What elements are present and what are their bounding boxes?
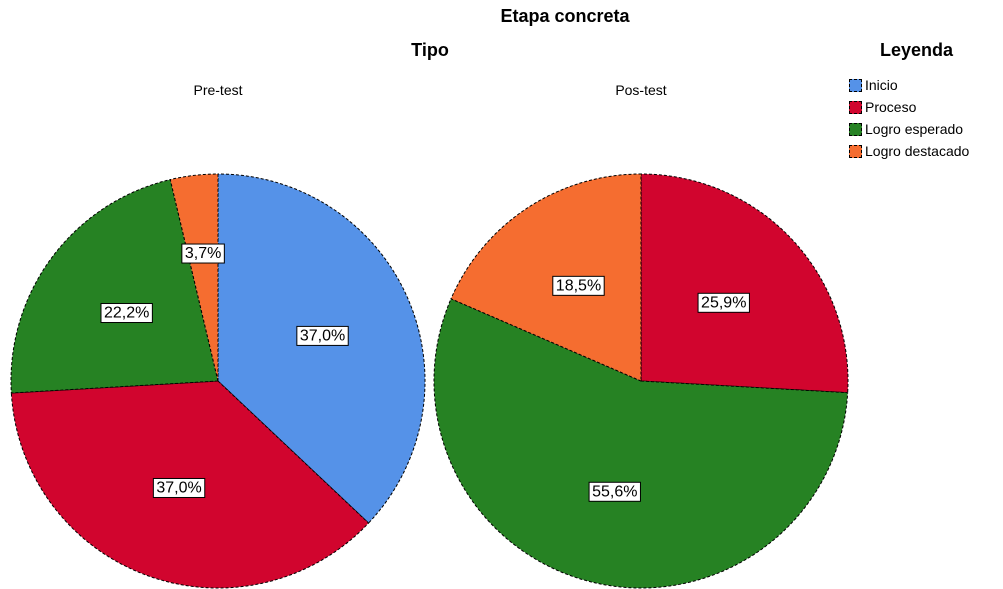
slice-label-pre-test-logro-esperado: 22,2% <box>100 303 153 324</box>
slice-label-text-pre-test-inicio: 37,0% <box>300 327 345 344</box>
pie-slice-pos-test-logro-esperado <box>433 298 849 589</box>
pie-slice-pre-test-inicio <box>217 173 426 524</box>
slice-label-pre-test-logro-destacado: 3,7% <box>181 243 225 264</box>
legend-swatch-inicio <box>849 78 862 92</box>
legend-item-inicio: Inicio <box>849 74 969 96</box>
legend-label-inicio: Inicio <box>865 77 898 93</box>
slice-label-box-pre-test-proceso <box>152 477 206 498</box>
slice-label-text-pos-test-logro-destacado: 18,5% <box>556 277 601 294</box>
pie-slice-pos-test-proceso <box>640 173 849 394</box>
legend-item-proceso: Proceso <box>849 96 969 118</box>
slice-label-pos-test-logro-destacado: 18,5% <box>552 275 605 296</box>
slice-label-pre-test-proceso: 37,0% <box>152 477 206 498</box>
legend-item-logro-destacado: Logro destacado <box>849 140 969 162</box>
legend-item-logro-esperado: Logro esperado <box>849 118 969 140</box>
pie-slice-pos-test-logro-destacado <box>450 173 642 382</box>
slice-label-pos-test-logro-esperado: 55,6% <box>588 481 641 502</box>
slice-label-box-pos-test-logro-esperado <box>588 481 641 502</box>
legend-label-logro-esperado: Logro esperado <box>865 121 964 137</box>
slice-label-text-pre-test-proceso: 37,0% <box>156 479 201 496</box>
pie-slice-pre-test-logro-destacado <box>169 173 219 382</box>
slice-label-pre-test-inicio: 37,0% <box>296 325 349 346</box>
slice-label-box-pre-test-logro-destacado <box>181 243 225 264</box>
slice-label-text-pre-test-logro-esperado: 22,2% <box>104 305 149 322</box>
legend-swatch-logro-destacado <box>849 144 862 158</box>
chart-title: Etapa concreta <box>500 6 630 26</box>
slice-label-box-pre-test-logro-esperado <box>100 303 153 324</box>
slice-label-text-pos-test-proceso: 25,9% <box>701 294 746 311</box>
slice-label-pos-test-proceso: 25,9% <box>697 292 750 313</box>
slice-label-box-pos-test-proceso <box>697 292 750 313</box>
pie-title-pre-test: Pre-test <box>193 82 243 98</box>
panel-title: Tipo <box>411 40 449 60</box>
legend-title: Leyenda <box>880 40 954 60</box>
slice-label-box-pre-test-inicio <box>296 325 349 346</box>
legend: Inicio Proceso Logro esperado Logro dest… <box>849 74 969 162</box>
legend-label-proceso: Proceso <box>865 99 917 115</box>
legend-label-logro-destacado: Logro destacado <box>865 143 970 159</box>
slice-label-box-pos-test-logro-destacado <box>552 275 605 296</box>
pie-title-pos-test: Pos-test <box>615 82 667 98</box>
slice-label-text-pre-test-logro-destacado: 3,7% <box>185 245 221 262</box>
pie-slice-pre-test-logro-esperado <box>10 178 219 394</box>
slice-label-text-pos-test-logro-esperado: 55,6% <box>592 483 637 500</box>
legend-swatch-logro-esperado <box>849 122 862 136</box>
legend-swatch-proceso <box>849 100 862 114</box>
